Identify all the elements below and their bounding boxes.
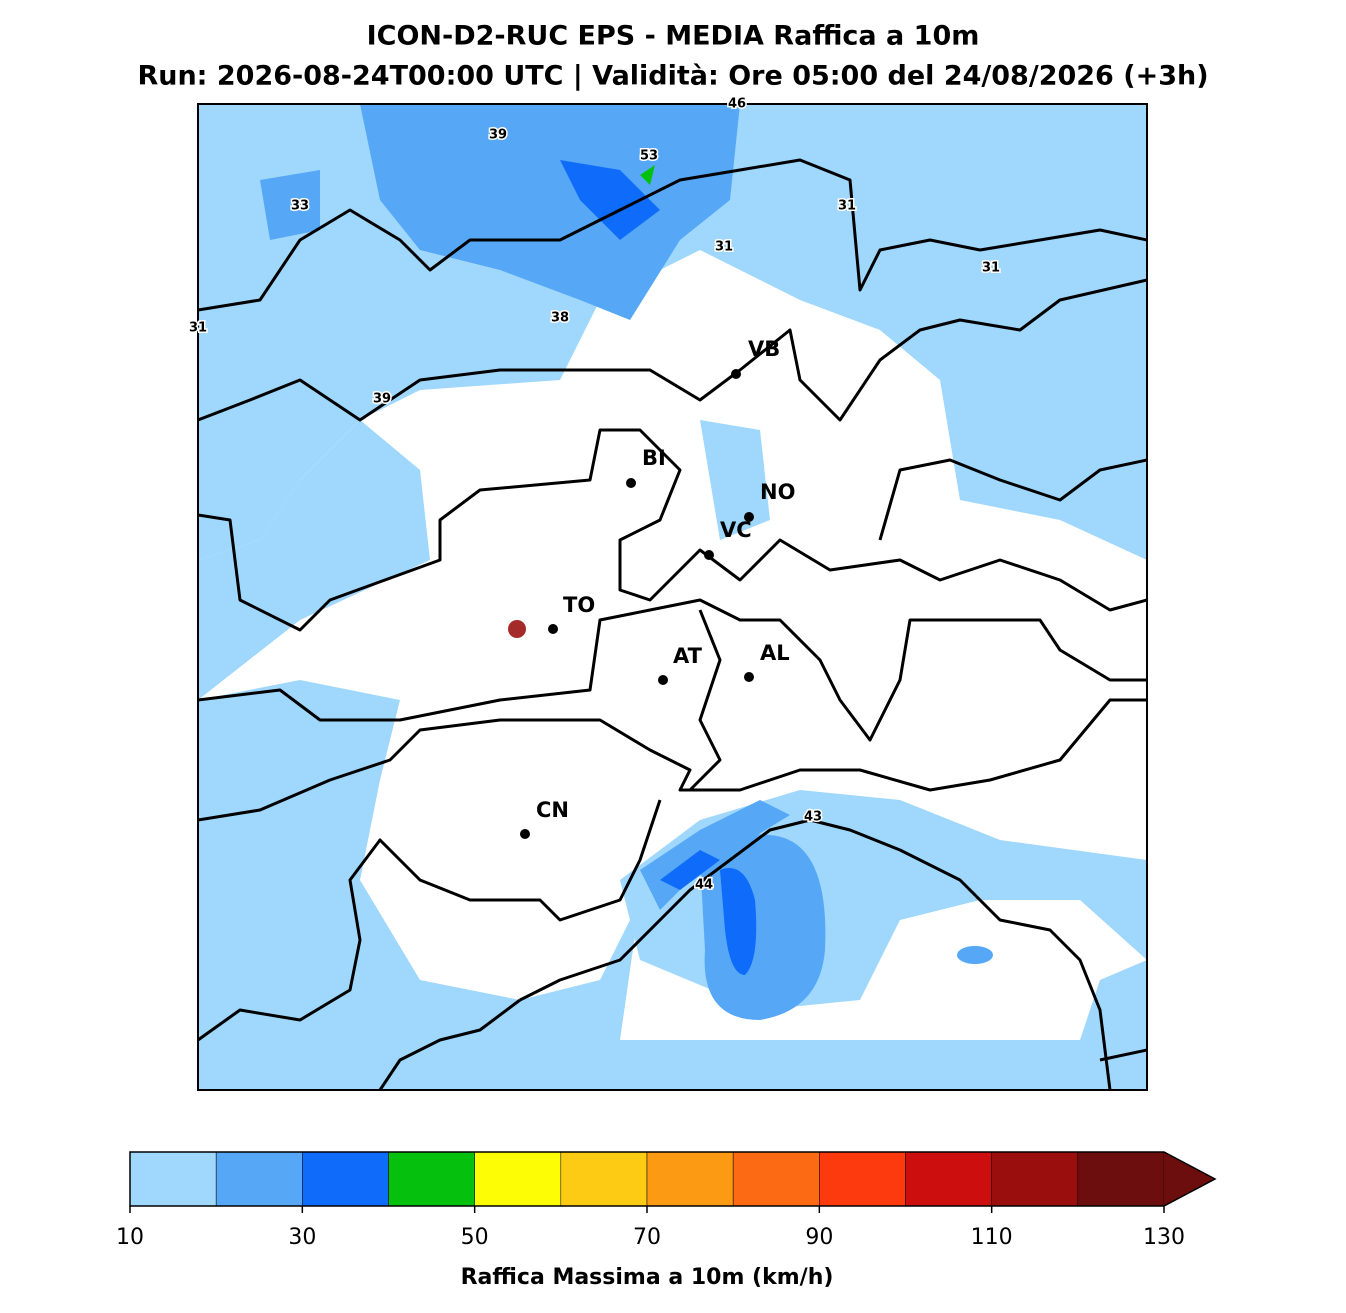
colorbar-bin [819, 1151, 906, 1207]
colorbar-tick-label: 10 [116, 1225, 144, 1250]
location-marker [508, 620, 526, 638]
colorbar-bin [215, 1151, 303, 1207]
colorbar-bin [991, 1151, 1079, 1207]
contour-label: 33 [291, 199, 309, 214]
subtitle: Run: 2026-08-24T00:00 UTC | Validità: Or… [137, 61, 1208, 92]
city-dot [626, 478, 636, 488]
borders [198, 158, 1147, 1090]
colorbar-tick-label: 130 [1143, 1225, 1185, 1250]
city-dot [704, 550, 714, 560]
city-label: NO [760, 480, 795, 504]
contour-label: 43 [804, 810, 822, 825]
city-label: VB [748, 337, 780, 361]
contour-label: 46 [728, 97, 746, 112]
colorbar-tick-label: 50 [461, 1225, 489, 1250]
colorbar-bin [560, 1151, 648, 1207]
city-dot [744, 512, 754, 522]
city-label: BI [642, 446, 666, 470]
colorbar-bin [302, 1151, 389, 1207]
colorbar-label: Raffica Massima a 10m (km/h) [461, 1265, 834, 1290]
colorbar-tick-label: 90 [805, 1225, 833, 1250]
colorbar-bin [474, 1151, 562, 1207]
cities: VB BI NO VC TO AT AL CN [520, 337, 795, 839]
map [198, 104, 1147, 1090]
wind-field-very-strong [560, 160, 757, 975]
city-dot [548, 624, 558, 634]
colorbar-bin [388, 1151, 475, 1207]
colorbar-bin [1077, 1151, 1165, 1207]
contour-label: 31 [838, 199, 856, 214]
contour-labels: 46 39 53 33 31 31 31 31 38 39 43 44 [187, 95, 1001, 894]
colorbar-tick-label: 30 [288, 1225, 316, 1250]
title: ICON-D2-RUC EPS - MEDIA Raffica a 10m [367, 21, 980, 52]
colorbar-bin [732, 1151, 820, 1207]
colorbar-extend [1164, 1152, 1215, 1206]
city-dot [744, 672, 754, 682]
contour-label: 38 [551, 311, 569, 326]
city-label: VC [720, 518, 752, 542]
contour-label: 39 [373, 392, 391, 407]
city-label: TO [563, 593, 595, 617]
contour-label: 53 [640, 149, 658, 164]
city-label: AL [760, 641, 790, 665]
colorbar-tick-label: 70 [633, 1225, 661, 1250]
city-dot [731, 369, 741, 379]
contour-label: 44 [695, 878, 713, 893]
map-frame [197, 103, 1148, 1091]
contour-label: 31 [715, 240, 733, 255]
colorbar-tick-label: 110 [971, 1225, 1013, 1250]
colorbar-bin [646, 1151, 734, 1207]
city-dot [658, 675, 668, 685]
contour-label: 39 [489, 128, 507, 143]
contour-label: 31 [189, 321, 207, 336]
contour-label: 31 [982, 261, 1000, 276]
colorbar: 10 30 50 70 90 110 130 [116, 1151, 1217, 1250]
colorbar-outline [129, 1151, 1217, 1207]
colorbar-bin [905, 1151, 992, 1207]
city-dot [520, 829, 530, 839]
colorbar-bin [129, 1151, 217, 1207]
city-label: CN [536, 798, 569, 822]
city-label: AT [673, 644, 703, 668]
